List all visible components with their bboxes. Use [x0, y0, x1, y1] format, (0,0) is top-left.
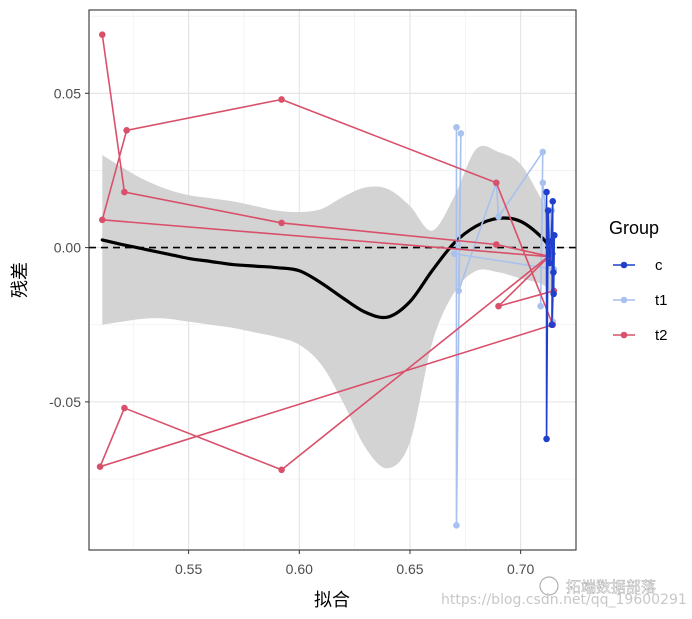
x-tick-label: 0.55 [175, 561, 202, 577]
data-point-t1 [455, 287, 462, 295]
data-point-c [550, 290, 557, 298]
legend-label-c: c [655, 257, 663, 274]
data-point-c [543, 188, 550, 196]
legend-label-t2: t2 [655, 327, 668, 344]
data-point-t2 [98, 31, 106, 38]
data-point-t2 [495, 302, 502, 310]
data-point-t1 [495, 213, 502, 221]
legend-title: Group [609, 218, 659, 238]
legend-key-point-t2 [620, 331, 628, 339]
data-point-c [549, 198, 557, 205]
series-layer [96, 31, 558, 529]
legend: Group c t1 t2 [609, 218, 668, 344]
data-point-c [548, 321, 556, 329]
x-axis-title: 拟合 [314, 590, 350, 611]
watermark-brand: 拓端数据部落 [566, 578, 656, 596]
watermark-url: https://blog.csdn.net/qq_19600291 [441, 592, 687, 608]
confidence-band [102, 145, 554, 469]
y-axis-ticks: -0.05 0.00 0.05 [49, 85, 89, 410]
smooth-line [100, 216, 556, 320]
legend-items: c t1 t2 [613, 257, 668, 344]
data-point-t2 [123, 127, 130, 134]
data-point-t2 [278, 466, 285, 474]
y-tick-label: -0.05 [49, 394, 81, 410]
data-point-t2 [121, 188, 128, 196]
series-line-c [545, 192, 556, 440]
data-point-c [546, 259, 553, 267]
watermark: https://blog.csdn.net/qq_19600291 拓端数据部落 [441, 576, 687, 608]
y-tick-label: 0.00 [54, 240, 81, 256]
legend-key-point-c [620, 261, 628, 269]
data-point-t2 [98, 216, 106, 224]
data-point-c [543, 435, 550, 443]
data-point-t2 [278, 96, 285, 103]
data-point-t1 [537, 302, 544, 310]
data-point-t1 [539, 179, 547, 187]
series-line-t2 [99, 34, 555, 471]
data-point-c [547, 238, 555, 245]
series-c [543, 188, 558, 443]
data-point-c [544, 207, 552, 214]
data-point-t2 [493, 179, 500, 187]
x-tick-label: 0.60 [286, 561, 313, 577]
data-point-t2 [96, 463, 104, 470]
series-t2 [96, 31, 558, 474]
data-point-t1 [453, 123, 460, 131]
data-point-c [550, 268, 557, 276]
data-point-t1 [539, 148, 547, 156]
data-point-t2 [278, 219, 285, 227]
data-point-t1 [450, 250, 458, 258]
legend-label-t1: t1 [655, 292, 668, 309]
data-point-t2 [121, 404, 128, 412]
plot-border [88, 9, 577, 551]
x-axis-ticks: 0.55 0.60 0.65 0.70 [175, 550, 534, 577]
x-tick-label: 0.65 [396, 561, 423, 577]
data-point-t1 [453, 522, 460, 529]
y-axis-title: 残差 [10, 262, 31, 298]
x-tick-label: 0.70 [507, 561, 534, 577]
data-point-t1 [457, 130, 465, 137]
data-point-c [551, 231, 558, 239]
legend-key-point-t1 [620, 296, 628, 304]
data-point-t2 [493, 241, 500, 248]
wechat-icon [539, 576, 559, 596]
y-tick-label: 0.05 [54, 85, 81, 101]
